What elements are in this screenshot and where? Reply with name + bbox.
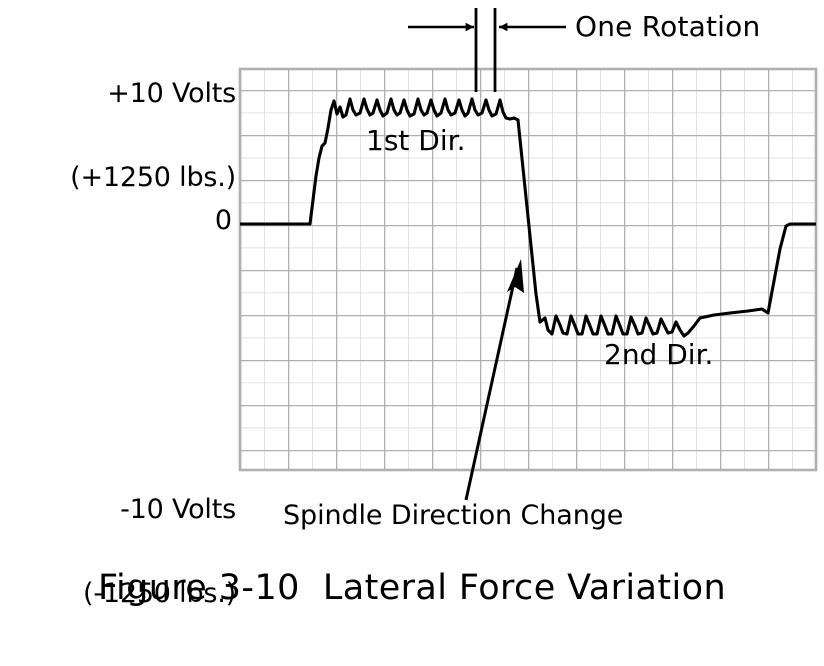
positive-volts-text: +10 Volts [107, 78, 236, 110]
lateral-force-chart [238, 8, 818, 501]
one-rotation-marker [408, 8, 566, 92]
chart-grid [238, 67, 818, 472]
spindle-direction-change-pointer [464, 259, 524, 501]
one-rotation-label: One Rotation [575, 10, 761, 43]
y-axis-positive-label: +10 Volts (+1250 lbs.) [20, 24, 236, 249]
negative-force-text: (-1250 lbs.) [83, 578, 236, 610]
second-direction-label: 2nd Dir. [604, 338, 714, 371]
pointer-arrowhead [507, 259, 524, 293]
positive-force-text: (+1250 lbs.) [70, 162, 236, 194]
signal-trace [240, 97, 816, 338]
spindle-direction-change-label: Spindle Direction Change [283, 500, 624, 531]
figure-caption: Figure 3-10 Lateral Force Variation [97, 568, 727, 608]
negative-volts-text: -10 Volts [120, 494, 236, 526]
first-direction-label: 1st Dir. [366, 124, 466, 157]
y-axis-negative-label: -10 Volts (-1250 lbs.) [20, 440, 236, 665]
figure-container: +10 Volts (+1250 lbs.) 0 -10 Volts (-125… [20, 8, 818, 608]
y-axis-zero-label: 0 [214, 205, 232, 236]
